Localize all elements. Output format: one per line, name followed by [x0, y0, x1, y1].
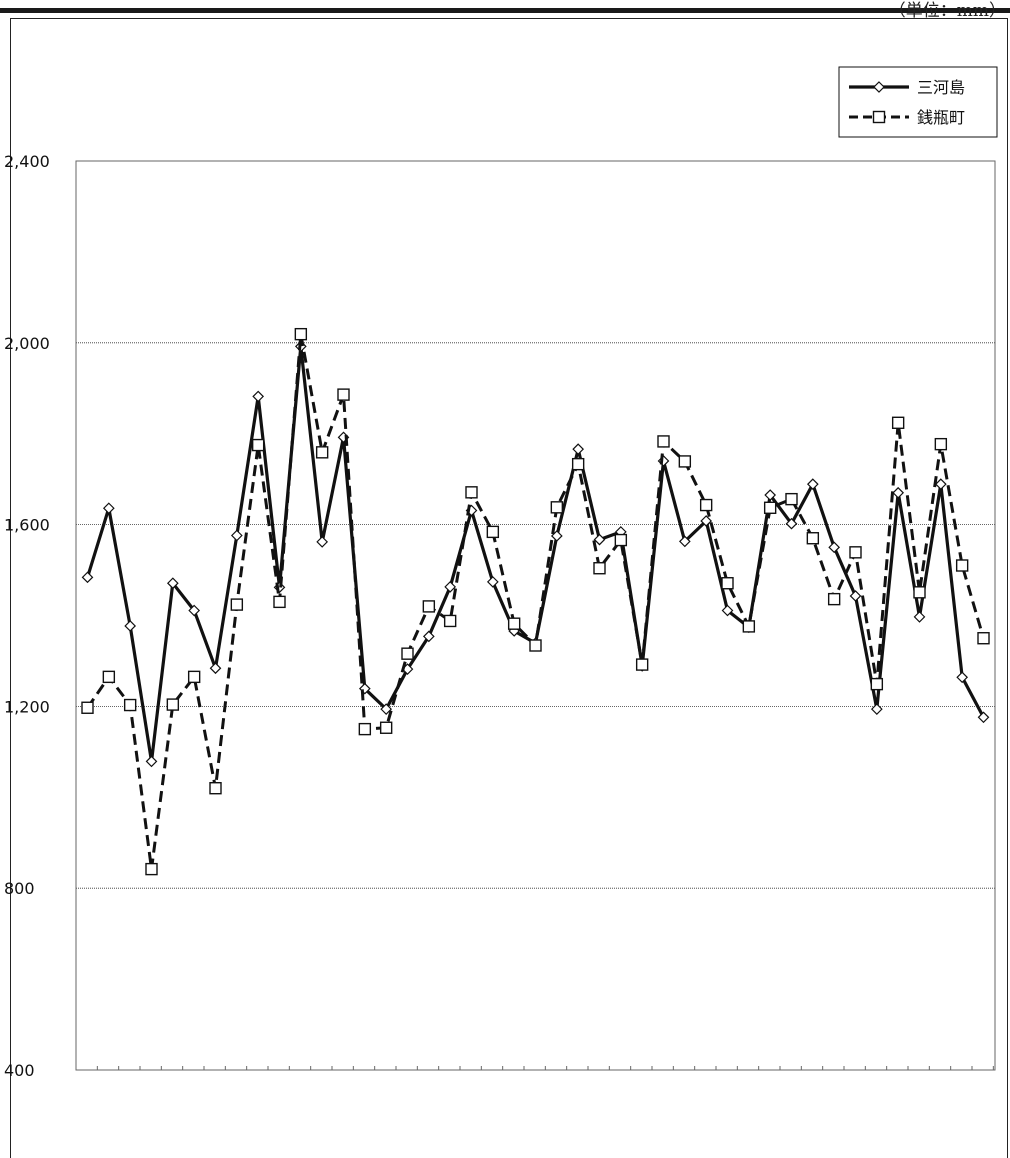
data-point-diamond: [444, 581, 457, 593]
data-point-square: [721, 577, 734, 590]
series-line: [86, 332, 985, 871]
legend-marker-diamond: [873, 81, 885, 93]
data-point-diamond: [209, 662, 222, 675]
data-point-square: [145, 862, 158, 876]
data-point-square: [571, 457, 585, 471]
data-point-diamond: [188, 604, 201, 617]
data-point-square: [315, 446, 329, 459]
data-point-square: [849, 546, 862, 559]
data-point-square: [273, 595, 286, 609]
data-point-diamond: [380, 703, 393, 715]
legend-label: 銭瓶町: [917, 108, 965, 127]
data-point-square: [358, 722, 372, 736]
data-point-square: [209, 782, 222, 795]
series-layer: [81, 327, 990, 876]
data-point-diamond: [166, 577, 179, 590]
data-point-diamond: [252, 390, 265, 403]
data-point-square: [102, 670, 116, 684]
data-point-square: [230, 598, 244, 611]
data-point-square: [486, 525, 500, 539]
data-point-diamond: [316, 536, 329, 548]
data-point-diamond: [102, 502, 115, 515]
data-point-diamond: [977, 711, 990, 724]
data-point-square: [529, 639, 542, 652]
data-point-square: [657, 435, 670, 448]
series-line: [85, 344, 985, 764]
data-point-square: [678, 455, 692, 468]
chart-frame: [10, 18, 1008, 1158]
data-point-diamond: [572, 443, 585, 456]
data-point-diamond: [828, 541, 841, 554]
y-tick-label: 800: [4, 879, 35, 898]
data-point-square: [635, 658, 649, 671]
data-point-diamond: [892, 486, 905, 499]
data-point-square: [443, 614, 457, 628]
data-point-square: [251, 438, 265, 452]
data-point-diamond: [145, 755, 158, 768]
top-rule: [0, 8, 1010, 13]
plot-area-frame: [75, 160, 996, 1071]
data-point-square: [187, 670, 201, 684]
data-point-square: [742, 620, 756, 633]
data-point-diamond: [721, 604, 734, 617]
data-point-diamond: [956, 671, 969, 684]
data-point-diamond: [700, 515, 713, 527]
data-point-square: [955, 559, 969, 572]
y-tick-label: 2,400: [4, 152, 50, 171]
data-point-square: [465, 486, 478, 499]
grid-layer: [76, 342, 995, 889]
data-point-square: [699, 498, 713, 512]
data-point-diamond: [913, 611, 926, 623]
data-point-diamond: [422, 630, 435, 643]
data-point-square: [763, 501, 777, 514]
data-point-diamond: [934, 478, 947, 490]
data-point-square: [337, 388, 350, 401]
data-point-square: [827, 592, 841, 606]
data-point-diamond: [124, 620, 137, 632]
data-point-square: [913, 586, 926, 599]
y-tick-label: 1,600: [4, 516, 50, 535]
y-tick-label: 1,200: [4, 697, 50, 716]
data-point-diamond: [81, 571, 94, 584]
axis-layer: 400 800 1,200 1,600 2,000 2,400: [4, 152, 996, 1080]
data-point-diamond: [593, 533, 606, 546]
data-point-diamond: [486, 576, 499, 588]
data-point-square: [806, 532, 820, 545]
data-point-square: [507, 617, 521, 630]
data-point-square: [891, 416, 905, 429]
data-point-diamond: [870, 703, 883, 715]
data-point-diamond: [550, 530, 563, 542]
data-point-square: [934, 437, 948, 451]
data-point-square: [550, 501, 564, 514]
y-tick-label: 400: [4, 1061, 35, 1080]
data-point-diamond: [785, 517, 798, 530]
data-point-square: [785, 492, 798, 506]
series-2: [81, 327, 990, 876]
data-point-diamond: [806, 478, 819, 490]
legend-marker-square: [872, 110, 886, 124]
data-point-diamond: [657, 455, 670, 467]
legend-box: [838, 66, 998, 138]
data-point-square: [379, 721, 393, 734]
data-point-square: [593, 562, 606, 575]
data-point-square: [123, 698, 137, 712]
unit-label: （単位：mm）: [888, 1, 1006, 21]
data-point-diamond: [230, 529, 243, 542]
data-point-square: [81, 701, 94, 714]
legend-label: 三河島: [917, 78, 965, 97]
data-point-diamond: [849, 590, 862, 602]
data-point-square: [870, 677, 884, 691]
data-point-square: [977, 632, 990, 645]
data-point-square: [422, 600, 436, 613]
data-point-square: [401, 647, 414, 660]
y-tick-label: 2,000: [4, 334, 50, 353]
data-point-square: [614, 533, 628, 547]
data-point-square: [294, 327, 308, 341]
data-point-diamond: [764, 489, 777, 501]
data-point-square: [166, 698, 180, 711]
data-point-diamond: [678, 535, 691, 548]
